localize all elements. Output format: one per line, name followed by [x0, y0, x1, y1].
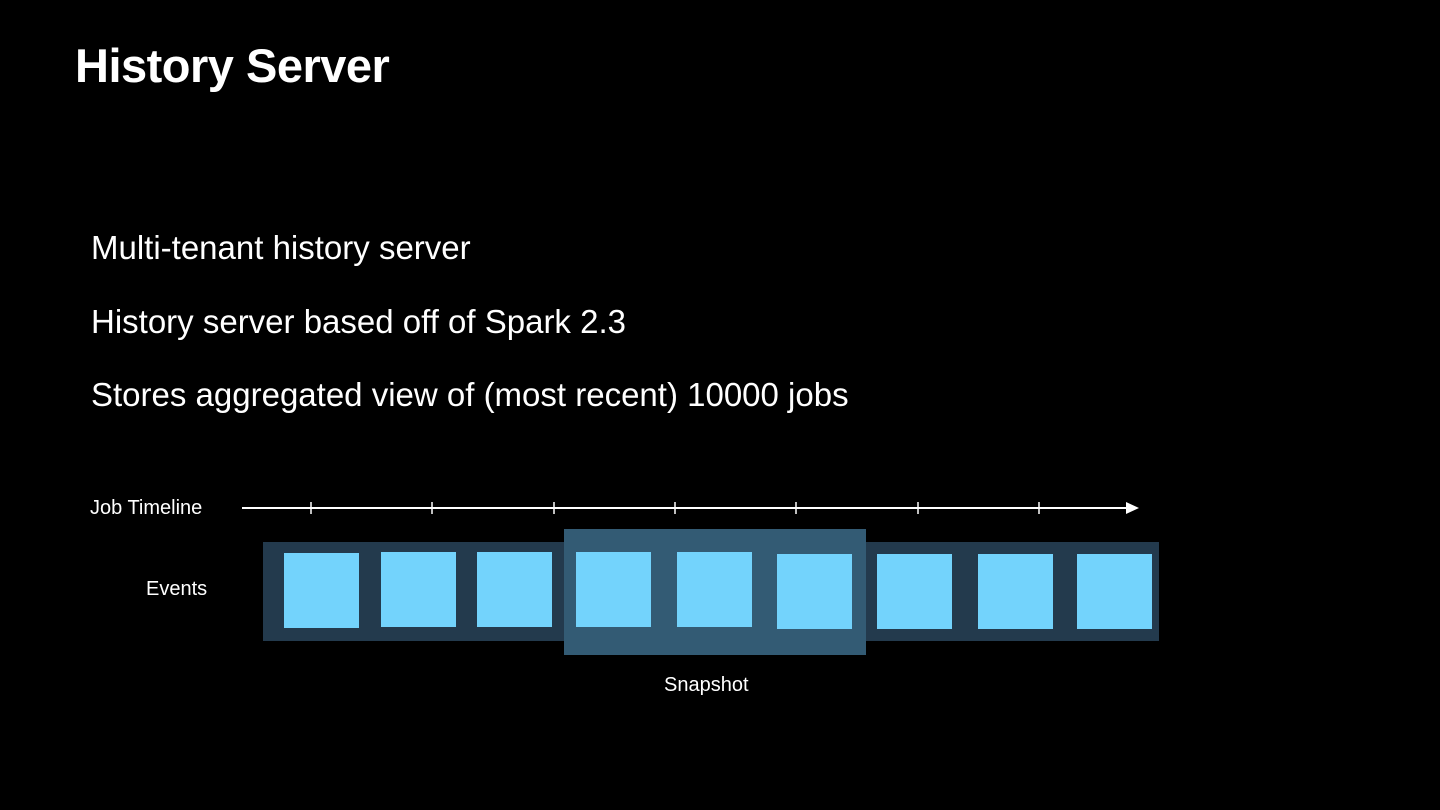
event-box	[576, 552, 651, 627]
timeline-ticks	[310, 502, 1040, 514]
bullet-item: Stores aggregated view of (most recent) …	[91, 376, 849, 413]
timeline-arrowhead	[1126, 502, 1139, 514]
event-box	[877, 554, 952, 629]
event-box	[284, 553, 359, 628]
event-box	[1077, 554, 1152, 629]
events-label: Events	[146, 578, 208, 600]
bullet-item: History server based off of Spark 2.3	[91, 302, 626, 340]
event-box	[381, 552, 456, 627]
bullet-item: Multi-tenant history server	[91, 229, 471, 266]
slide-title: History Server	[75, 39, 390, 92]
snapshot-label: Snapshot	[664, 674, 749, 696]
event-box	[477, 552, 552, 627]
event-box	[978, 554, 1053, 629]
bullet-list: Multi-tenant history server History serv…	[91, 226, 849, 447]
event-box	[677, 552, 752, 627]
event-box	[777, 554, 852, 629]
timeline-label: Job Timeline	[90, 497, 203, 519]
event-boxes	[284, 552, 1152, 629]
